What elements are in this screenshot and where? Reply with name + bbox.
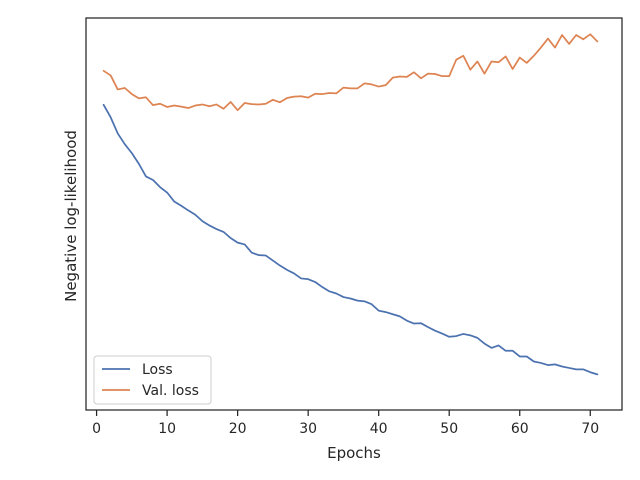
x-tick-label: 60 — [511, 421, 529, 437]
x-tick-label: 50 — [440, 421, 458, 437]
legend-label: Loss — [142, 362, 173, 378]
x-axis: 0 10 20 30 40 50 60 70 — [92, 410, 599, 437]
x-tick-label: 10 — [158, 421, 176, 437]
x-tick-label: 20 — [229, 421, 247, 437]
legend-label: Val. loss — [142, 383, 199, 399]
x-tick-label: 0 — [92, 421, 101, 437]
x-tick-label: 30 — [299, 421, 317, 437]
y-axis-label: Negative log-likelihood — [62, 130, 80, 302]
x-tick-label: 70 — [581, 421, 599, 437]
legend-box — [93, 355, 212, 405]
axes-frame — [85, 17, 623, 411]
plot-area — [85, 17, 623, 411]
x-axis-label: Epochs — [327, 444, 381, 462]
series-line-loss — [102, 103, 599, 376]
series-line-val-loss — [102, 33, 599, 112]
legend: Loss Val. loss — [93, 355, 212, 405]
x-tick-label: 40 — [370, 421, 388, 437]
